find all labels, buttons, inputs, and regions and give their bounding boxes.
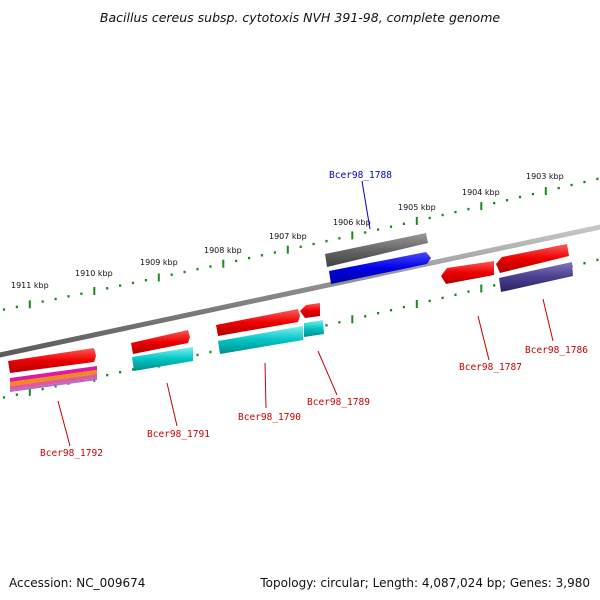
gene-bcer98-1789[interactable]: Bcer98_1789: [300, 303, 370, 408]
gene-label-bcer98-1789[interactable]: Bcer98_1789: [307, 397, 370, 408]
map-title: Bacillus cereus subsp. cytotoxis NVH 391…: [100, 10, 500, 25]
label-connector: [542, 298, 554, 342]
gene-bar[interactable]: [325, 233, 428, 267]
misc-feature-bar-orange[interactable]: [10, 370, 97, 386]
outer-ruler: [2, 177, 599, 311]
misc-feature-bar-pink[interactable]: [10, 374, 97, 390]
cds-bar[interactable]: [304, 320, 324, 337]
label-connector: [477, 315, 490, 361]
gene-label-bcer98-1790[interactable]: Bcer98_1790: [238, 412, 301, 423]
ruler-label-1909: 1909 kbp: [140, 258, 178, 267]
ruler-label-1905: 1905 kbp: [398, 203, 436, 212]
cds-bar[interactable]: [218, 326, 303, 354]
gene-bcer98-1790[interactable]: Bcer98_1790: [216, 309, 303, 423]
ruler-label-1907: 1907 kbp: [269, 232, 307, 241]
ruler-label-1903: 1903 kbp: [526, 172, 564, 181]
gene-label-bcer98-1791[interactable]: Bcer98_1791: [147, 429, 210, 440]
gene-label-bcer98-1792[interactable]: Bcer98_1792: [40, 448, 103, 459]
label-connector: [57, 400, 71, 447]
gene-bar[interactable]: [131, 330, 190, 354]
gene-bar[interactable]: [300, 303, 320, 318]
label-connector: [361, 180, 371, 230]
cds-bar[interactable]: [132, 347, 193, 371]
label-connector: [166, 382, 178, 427]
cds-bar[interactable]: [329, 252, 431, 284]
gene-bar[interactable]: [216, 309, 300, 336]
gene-bar[interactable]: [441, 261, 494, 284]
gene-label-bcer98-1788[interactable]: Bcer98_1788: [329, 170, 392, 181]
gene-label-bcer98-1786[interactable]: Bcer98_1786: [525, 345, 588, 356]
label-connector: [317, 350, 338, 396]
gene-label-bcer98-1787[interactable]: Bcer98_1787: [459, 362, 522, 373]
gene-bcer98-1792[interactable]: Bcer98_1792: [8, 348, 103, 459]
gene-bcer98-1788[interactable]: Bcer98_1788: [325, 170, 431, 284]
misc-feature-bar-magenta[interactable]: [10, 366, 97, 382]
gene-bar[interactable]: [496, 244, 569, 273]
gene-bcer98-1787[interactable]: Bcer98_1787: [441, 261, 522, 373]
ruler-label-1911: 1911 kbp: [11, 281, 49, 290]
misc-feature-bar-violet[interactable]: [10, 378, 97, 392]
ruler-label-1906: 1906 kbp: [333, 218, 371, 227]
misc-feature-bar[interactable]: [499, 262, 573, 292]
gene-bcer98-1791[interactable]: Bcer98_1791: [131, 330, 210, 440]
genome-summary-text: Topology: circular; Length: 4,087,024 bp…: [259, 576, 590, 590]
genome-backbone: [0, 224, 600, 358]
gene-bcer98-1786[interactable]: Bcer98_1786: [496, 244, 588, 356]
ruler-label-1910: 1910 kbp: [75, 269, 113, 278]
accession-text: Accession: NC_009674: [9, 576, 145, 590]
ruler-label-1904: 1904 kbp: [462, 188, 500, 197]
label-connector: [264, 362, 267, 409]
gene-bar[interactable]: [8, 348, 96, 373]
ruler-label-1908: 1908 kbp: [204, 246, 242, 255]
